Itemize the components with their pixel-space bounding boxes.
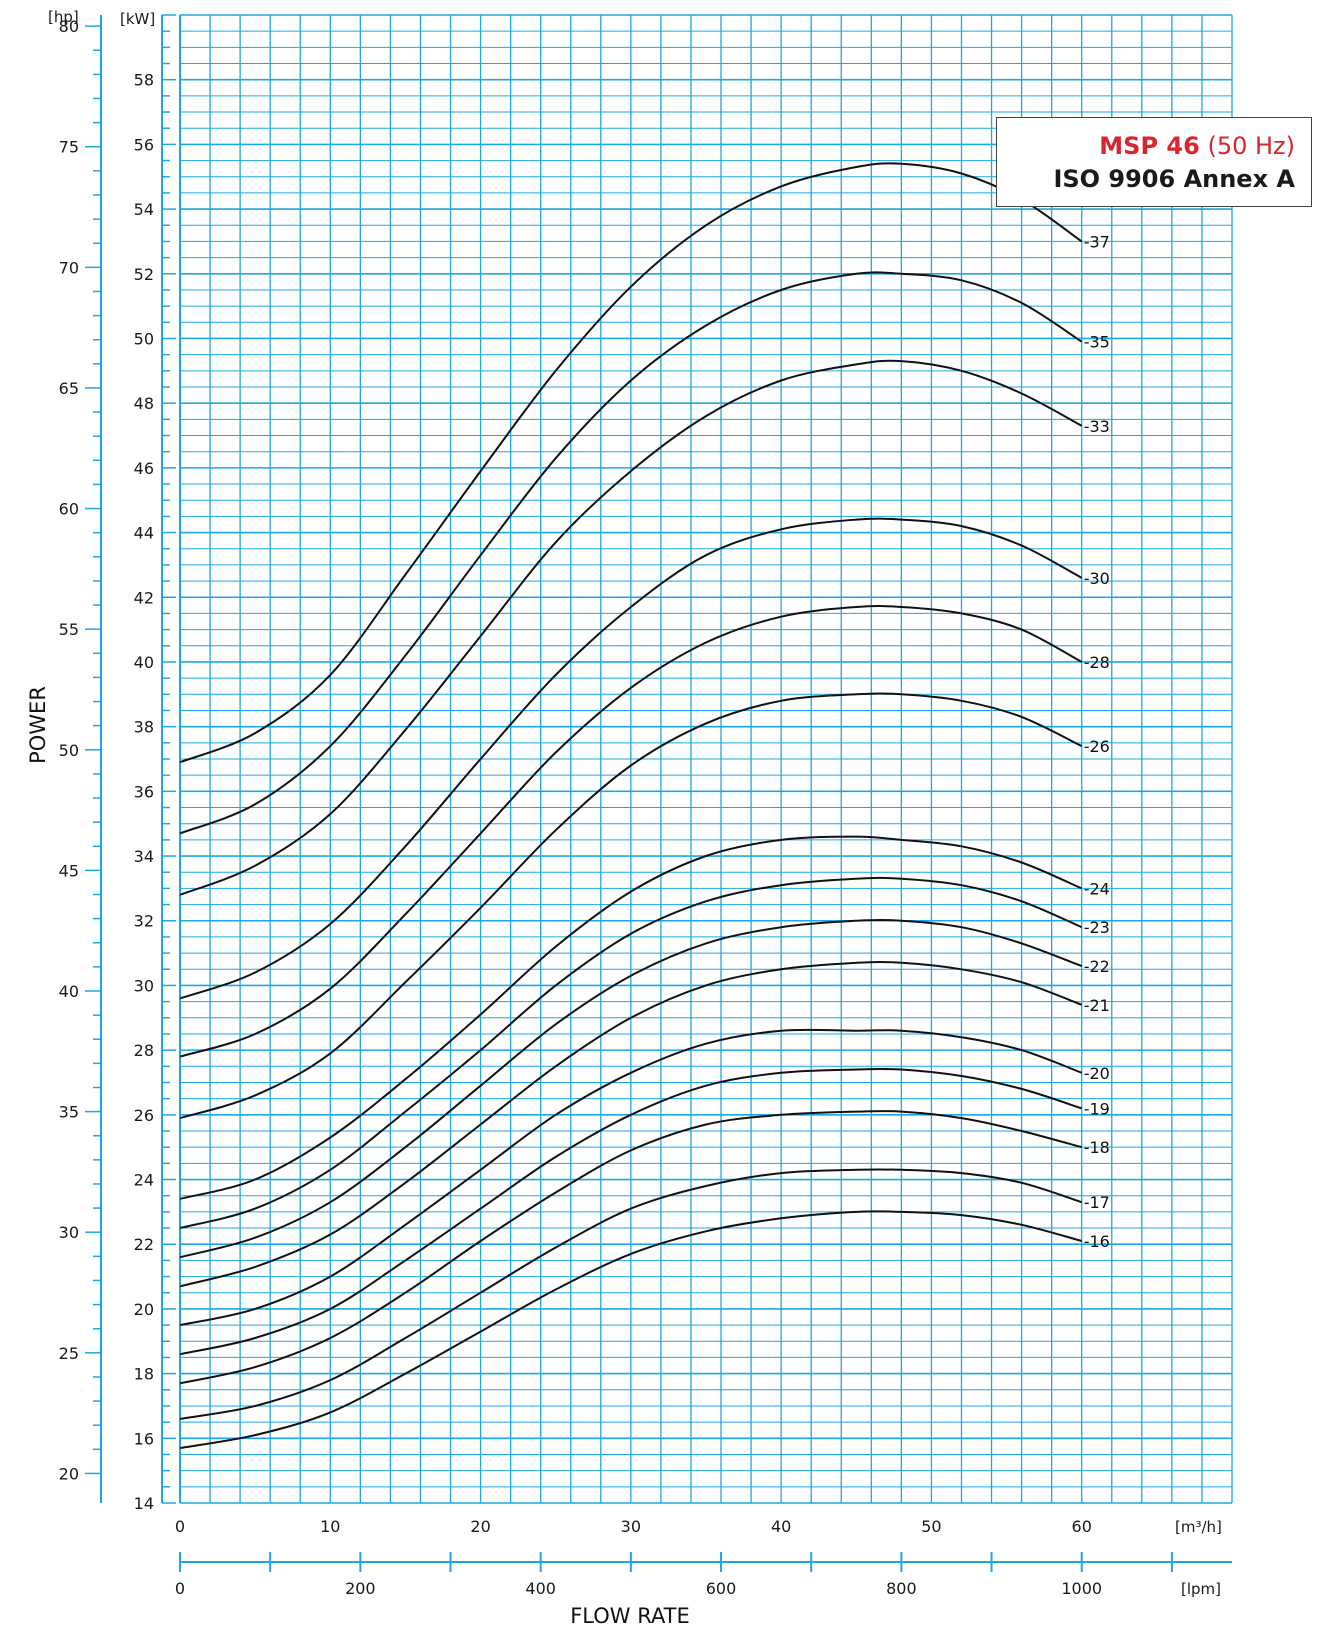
y-unit-hp: [hp] [48,8,79,26]
kw-tick-label: 48 [134,394,154,413]
curve-label-20: -20 [1084,1064,1110,1083]
m3h-tick-label: 0 [175,1517,185,1536]
curve-label-19: -19 [1084,1099,1110,1118]
kw-tick-label: 42 [134,588,154,607]
hp-tick-label: 20 [59,1464,79,1483]
kw-tick-label: 34 [134,847,154,866]
curve-label-33: -33 [1084,417,1110,436]
kw-tick-label: 46 [134,459,154,478]
curve-label-21: -21 [1084,996,1110,1015]
hp-tick-label: 75 [59,138,79,157]
m3h-tick-label: 20 [470,1517,490,1536]
y-unit-kw: [kW] [120,10,155,28]
kw-tick-label: 54 [134,200,154,219]
curve-28 [179,604,1083,1058]
curve-labels: -37 -35 -33 -30 -28 -26 -24 -23 -22 -21 -20 -19 -18 -… [1084,232,1110,1251]
curves [179,162,1083,1449]
kw-tick-label: 38 [134,718,154,737]
hp-tick-label: 25 [59,1344,79,1363]
curve-label-37: -37 [1084,232,1110,251]
curve-label-30: -30 [1084,569,1110,588]
curve-label-22: -22 [1084,957,1110,976]
curve-22 [179,918,1083,1259]
kw-tick-label: 14 [134,1494,154,1513]
curve-18 [179,1109,1082,1385]
hp-tick-label: 80 [59,17,79,36]
curve-17 [179,1168,1083,1420]
hp-tick-label: 60 [59,500,79,519]
kw-tick-label: 58 [134,71,154,90]
lpm-tick-label: 200 [345,1579,376,1598]
frequency: (50 Hz) [1207,132,1295,160]
m3h-tick-label: 50 [921,1517,941,1536]
curve-label-26: -26 [1084,737,1110,756]
curve-26 [179,692,1083,1120]
kw-tick-label: 24 [134,1171,154,1190]
curve-label-17: -17 [1084,1193,1110,1212]
kw-tick-label: 30 [134,976,154,995]
m3h-tick-label: 60 [1072,1517,1092,1536]
curve-label-18: -18 [1084,1138,1110,1157]
kw-tick-label: 50 [134,329,154,348]
x-axis-title: FLOW RATE [570,1604,690,1628]
kw-tick-label: 16 [134,1429,154,1448]
lpm-tick-label: 600 [706,1579,737,1598]
curve-19 [179,1067,1083,1356]
x-unit-lpm: [lpm] [1181,1580,1221,1598]
hp-tick-label: 50 [59,741,79,760]
model-name: MSP 46 [1099,132,1200,160]
curve-label-28: -28 [1084,653,1110,672]
kw-tick-label: 22 [134,1235,154,1254]
m3h-tick-label: 30 [621,1517,641,1536]
curve-16 [179,1210,1082,1449]
kw-tick-label: 44 [134,524,154,543]
curve-label-23: -23 [1084,918,1110,937]
m3h-tick-label: 40 [771,1517,791,1536]
hp-tick-label: 70 [59,258,79,277]
curve-35 [179,271,1083,835]
hp-tick-label: 35 [59,1103,79,1122]
curve-20 [179,1028,1083,1327]
chart-subtitle: ISO 9906 Annex A [1053,165,1295,193]
x-unit-m3h: [m³/h] [1175,1518,1222,1536]
kw-tick-label: 40 [134,653,154,672]
lpm-tick-label: 400 [525,1579,556,1598]
kw-tick-label: 36 [134,782,154,801]
chart-title-box: MSP 46 (50 Hz) ISO 9906 Annex A [996,117,1312,207]
kw-tick-label: 28 [134,1041,154,1060]
chart-title: MSP 46 (50 Hz) [997,130,1295,162]
hp-tick-label: 55 [59,620,79,639]
m3h-tick-label: 10 [320,1517,340,1536]
axes: 14 16 18 20 22 24 26 28 30 32 34 36 38 40 42 44 46 48 50 52… [59,14,1232,1598]
kw-tick-label: 26 [134,1106,154,1125]
lpm-tick-label: 0 [175,1579,185,1598]
curve-30 [179,517,1083,1000]
curve-label-16: -16 [1084,1232,1110,1251]
kw-tick-label: 18 [134,1365,154,1384]
curve-23 [179,876,1083,1229]
grid [179,14,1233,1504]
hp-tick-label: 40 [59,982,79,1001]
hp-tick-label: 45 [59,861,79,880]
curve-label-24: -24 [1084,879,1110,898]
curve-21 [179,960,1083,1288]
kw-tick-label: 20 [134,1300,154,1319]
curve-37 [179,162,1083,764]
hp-tick-label: 30 [59,1223,79,1242]
curve-24 [179,835,1083,1200]
hp-tick-label: 65 [59,379,79,398]
kw-tick-label: 32 [134,912,154,931]
curve-label-35: -35 [1084,333,1110,352]
curve-33 [179,359,1083,896]
y-axis-title: POWER [26,686,50,764]
kw-tick-label: 56 [134,135,154,154]
kw-tick-label: 52 [134,265,154,284]
lpm-tick-label: 800 [886,1579,917,1598]
lpm-tick-label: 1000 [1061,1579,1102,1598]
